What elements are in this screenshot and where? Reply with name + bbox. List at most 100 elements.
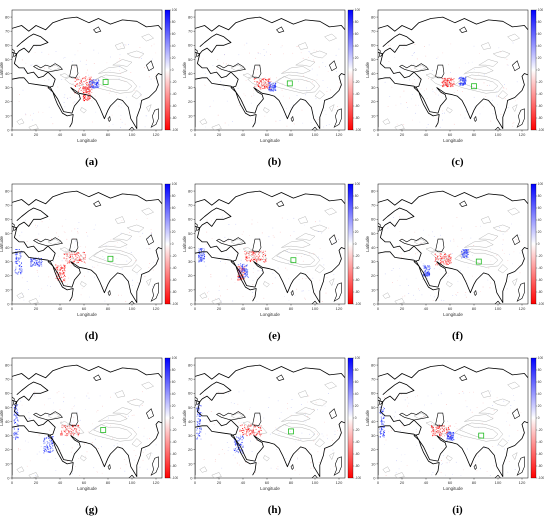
positive-anomaly-cell bbox=[449, 437, 451, 439]
negative-anomaly-cell bbox=[70, 259, 71, 261]
anomaly-speck bbox=[431, 423, 432, 425]
positive-anomaly-cell bbox=[30, 258, 32, 260]
anomaly-speck bbox=[209, 399, 211, 401]
anomaly-speck bbox=[136, 219, 138, 220]
negative-anomaly-cell bbox=[445, 83, 447, 85]
negative-anomaly-cell bbox=[246, 256, 248, 258]
anomaly-speck bbox=[22, 89, 24, 91]
anomaly-speck bbox=[224, 54, 225, 55]
positive-anomaly-cell bbox=[45, 448, 47, 450]
anomaly-speck bbox=[447, 429, 448, 431]
colorbar-tick-label: 100 bbox=[538, 182, 544, 186]
positive-anomaly-cell bbox=[200, 259, 202, 261]
negative-anomaly-cell bbox=[64, 270, 66, 272]
positive-anomaly-cell bbox=[463, 81, 465, 83]
anomaly-speck bbox=[302, 290, 304, 292]
anomaly-speck bbox=[210, 276, 212, 278]
anomaly-speck bbox=[393, 49, 395, 50]
positive-anomaly-cell bbox=[52, 444, 54, 446]
anomaly-speck bbox=[300, 52, 302, 54]
negative-anomaly-cell bbox=[249, 434, 251, 436]
anomaly-speck bbox=[73, 238, 75, 239]
negative-anomaly-cell bbox=[259, 81, 261, 83]
anomaly-speck bbox=[474, 78, 476, 79]
negative-anomaly-cell bbox=[78, 429, 80, 431]
anomaly-speck bbox=[489, 475, 491, 476]
anomaly-speck bbox=[507, 412, 509, 414]
anomaly-speck bbox=[138, 427, 139, 428]
anomaly-speck bbox=[67, 283, 68, 285]
anomaly-speck bbox=[482, 402, 484, 404]
negative-anomaly-cell bbox=[257, 250, 259, 252]
anomaly-speck bbox=[91, 442, 93, 443]
negative-anomaly-cell bbox=[448, 259, 450, 261]
negative-anomaly-cell bbox=[90, 76, 92, 78]
anomaly-speck bbox=[305, 278, 307, 279]
positive-anomaly-cell bbox=[462, 251, 464, 253]
anomaly-speck bbox=[472, 254, 473, 256]
positive-anomaly-cell bbox=[15, 437, 17, 439]
anomaly-speck bbox=[310, 122, 312, 124]
anomaly-speck bbox=[260, 251, 261, 253]
anomaly-speck bbox=[450, 240, 451, 242]
positive-anomaly-cell bbox=[244, 273, 246, 275]
anomaly-speck bbox=[447, 273, 449, 274]
y-tick-label: 60 bbox=[371, 217, 376, 222]
positive-anomaly-cell bbox=[19, 270, 21, 272]
anomaly-speck bbox=[152, 58, 153, 60]
positive-anomaly-cell bbox=[451, 435, 453, 437]
anomaly-speck bbox=[504, 84, 505, 85]
y-tick-label: 20 bbox=[371, 447, 376, 452]
terrain-contour bbox=[459, 424, 499, 439]
negative-anomaly-cell bbox=[68, 261, 70, 263]
anomaly-speck bbox=[243, 44, 245, 46]
positive-anomaly-cell bbox=[234, 451, 236, 453]
anomaly-speck bbox=[322, 80, 324, 81]
study-region-marker bbox=[286, 80, 293, 87]
anomaly-speck bbox=[38, 111, 39, 113]
positive-anomaly-cell bbox=[30, 261, 32, 262]
anomaly-speck bbox=[313, 434, 314, 435]
positive-anomaly-cell bbox=[448, 438, 450, 439]
negative-anomaly-cell bbox=[71, 424, 73, 426]
positive-anomaly-cell bbox=[383, 408, 385, 410]
y-tick-label: 0 bbox=[190, 127, 193, 132]
positive-anomaly-cell bbox=[31, 259, 32, 261]
anomaly-speck bbox=[282, 83, 284, 85]
anomaly-speck bbox=[25, 114, 27, 116]
negative-anomaly-cell bbox=[84, 88, 86, 90]
negative-anomaly-cell bbox=[443, 80, 445, 82]
terrain-contour bbox=[446, 281, 453, 288]
anomaly-speck bbox=[47, 398, 49, 400]
positive-anomaly-cell bbox=[21, 263, 22, 265]
anomaly-speck bbox=[38, 434, 40, 436]
anomaly-speck bbox=[298, 438, 299, 440]
anomaly-speck bbox=[256, 440, 257, 441]
panel-label: (e) bbox=[268, 330, 281, 342]
anomaly-speck bbox=[35, 227, 37, 228]
positive-anomaly-cell bbox=[463, 79, 465, 81]
panel-label: (a) bbox=[85, 156, 98, 168]
positive-anomaly-cell bbox=[241, 270, 243, 272]
anomaly-speck bbox=[55, 51, 57, 52]
anomaly-speck bbox=[280, 46, 282, 48]
positive-anomaly-cell bbox=[447, 435, 449, 437]
negative-anomaly-cell bbox=[434, 432, 436, 434]
colorbar-tick-label: 100 bbox=[172, 356, 178, 360]
negative-anomaly-cell bbox=[443, 429, 444, 430]
positive-anomaly-cell bbox=[48, 442, 50, 444]
positive-anomaly-cell bbox=[198, 258, 200, 260]
coastline bbox=[378, 400, 528, 477]
anomaly-speck bbox=[224, 262, 226, 264]
anomaly-speck bbox=[93, 49, 95, 51]
positive-anomaly-cell bbox=[242, 266, 244, 268]
negative-anomaly-cell bbox=[85, 99, 87, 100]
anomaly-speck bbox=[202, 58, 204, 60]
positive-anomaly-cell bbox=[201, 248, 203, 250]
anomaly-speck bbox=[391, 86, 393, 88]
positive-anomaly-cell bbox=[15, 249, 17, 250]
anomaly-speck bbox=[37, 266, 39, 267]
negative-anomaly-cell bbox=[256, 81, 258, 83]
negative-anomaly-cell bbox=[442, 255, 444, 257]
anomaly-speck bbox=[257, 68, 259, 70]
